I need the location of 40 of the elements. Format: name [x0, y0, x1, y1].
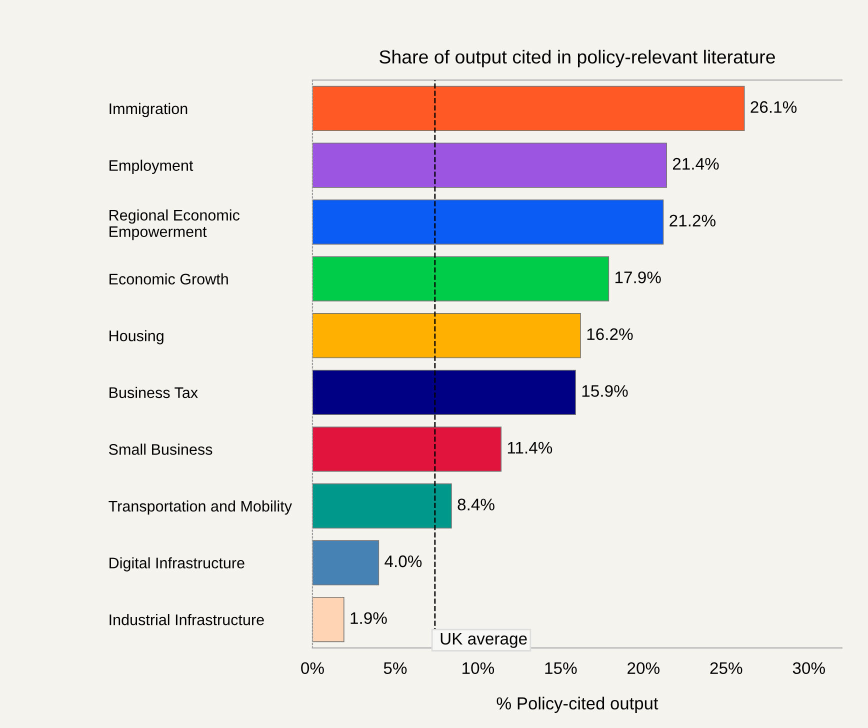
x-tick-label: 15% [545, 662, 577, 674]
y-tick-label: Business Tax [110, 386, 198, 398]
data-label: 21.2% [670, 214, 716, 226]
bar [312, 596, 344, 642]
bar [312, 370, 576, 415]
chart-title: Share of output cited in policy-relevant literature [380, 50, 775, 68]
y-tick-label: Transportation and Mobility [108, 500, 292, 515]
y-tick-label: Housing [110, 330, 164, 344]
bar [312, 86, 745, 132]
bar [312, 426, 502, 472]
data-label: 17.9% [615, 271, 661, 284]
y-tick-label: Regional Economic Empowerment [110, 209, 240, 240]
bar [312, 483, 452, 529]
bar [312, 256, 610, 302]
data-label: 26.1% [750, 101, 797, 113]
y-tick-label: Employment [110, 160, 194, 174]
x-tick-label: 10% [462, 662, 494, 674]
bar [312, 540, 380, 586]
data-label: 15.9% [582, 385, 628, 397]
y-tick-label: Immigration [110, 102, 188, 118]
data-label: 1.9% [350, 612, 387, 624]
bar [312, 199, 664, 245]
x-tick-label: 0% [301, 662, 324, 674]
x-tick-label: 30% [792, 662, 825, 674]
bar [312, 313, 581, 358]
data-label: 8.4% [458, 498, 494, 510]
y-tick-label: Digital Infrastructure [110, 557, 244, 572]
bar [312, 142, 667, 188]
data-label: 4.0% [384, 555, 422, 568]
data-label: 21.4% [672, 158, 719, 170]
x-tick-label: 20% [628, 662, 660, 674]
data-label: 11.4% [508, 442, 552, 454]
x-axis-title: % Policy-cited output [496, 696, 658, 713]
x-tick-label: 5% [384, 662, 407, 674]
y-tick-label: Economic Growth [110, 273, 228, 285]
x-tick-label: 25% [710, 662, 742, 674]
ref-line-label: UK average [440, 632, 527, 648]
y-tick-label: Small Business [109, 444, 212, 455]
y-tick-label: Industrial Infrastructure [110, 614, 264, 626]
data-label: 16.2% [587, 328, 633, 340]
